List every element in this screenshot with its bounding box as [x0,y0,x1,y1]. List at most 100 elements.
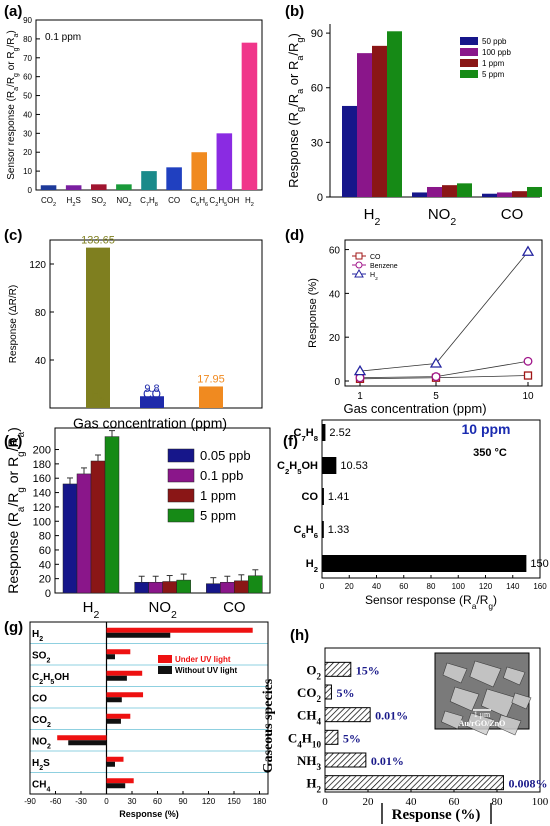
panel-a-xtick-label: CO [168,196,180,205]
panel-f-value-label: 1.41 [328,491,349,503]
panel-f-xtick-label: 40 [372,582,381,591]
panel-h-sem-flake [449,686,480,712]
panel-e-bar [220,581,235,594]
panel-f-annotation: 350 °C [473,447,507,459]
panel-g-bar [106,670,143,676]
panel-a-labels: (a) 0.1 ppm [4,3,81,43]
panel-g-bar [106,654,115,660]
panel-d-xtick-label: 1 [357,391,363,402]
panel-b-bar [457,183,472,197]
panel-a-ylabel: Sensor response (Ra/Rg or Rg/Ra) [6,30,20,180]
panel-d-tag: (d) [285,227,304,244]
panel-d-ytick-label: 0 [334,377,340,388]
panel-b-bar [387,31,402,197]
panel-e-legend-swatch [167,488,195,503]
panel-h-value-label: 5% [336,686,354,700]
panel-a-xtick-label: H2 [245,196,254,208]
panel-b-bar [482,193,497,197]
panel-e-legend-swatch [167,468,195,483]
panel-h-value-label: 0.008% [508,777,547,791]
panel-e-bar [176,579,191,594]
panel-h-xlabel: Response (%) [392,807,481,823]
panel-d: 0 20 40 60 1 5 10 CO Benzene H2 Response (%) [307,239,543,402]
panel-a-bar [116,184,132,190]
panel-g-frame [29,621,269,795]
panel-a-ytick-label: 30 [23,129,32,138]
panel-e-legend-swatch [167,508,195,523]
panel-a-ytick-label: 10 [23,167,32,176]
panel-f-title: 10 ppm [461,421,510,437]
panel-h-xtick-label: 40 [406,796,418,808]
panel-h-ylabel: Gaseous species [261,678,276,773]
panel-c-value-label: 9.8 [144,383,159,395]
panel-b: 0 30 60 90 H2 NO2 CO 50 ppb 100 ppb 1 ppm 5 ppm Res… [286,24,542,228]
panel-d-series-line [359,360,529,379]
panel-b-ytick-label: 90 [311,28,323,40]
panel-h-value-label: 5% [343,731,361,745]
panel-h-ytick-label: O2 [306,662,321,681]
panel-g-ytick-label: C2H5OH [32,672,69,686]
panel-g-ytick-label: H2 [32,629,43,643]
panel-g-bar [106,692,144,698]
panel-d-legend-marker [355,252,363,260]
panel-g-legend-swatch [158,666,172,674]
panel-h-sem-flake [466,712,494,736]
panel-a-bar [241,42,258,190]
panel-h-ytick-label: CO2 [297,685,322,704]
panel-h-bar [324,775,504,791]
panel-h-labels: (h) [290,627,309,644]
panel-h-xtick-label: 100 [532,796,549,808]
panel-h-bar [324,707,371,723]
panel-g-ytick-label: CH4 [32,779,50,793]
panel-c-xtick-label: CO [143,387,161,401]
panel-a-xtick-label: C6H6 [190,196,208,208]
panel-d-xlabel: Gas concentration (ppm) [343,401,486,416]
panel-e-bar [90,460,106,594]
panel-e-legend-label: 0.1 ppb [200,468,243,483]
panel-c-ylabel: Response (ΔR/R) [8,285,19,363]
panel-a-ytick-label: 90 [23,16,32,25]
panel-b-bar [427,186,442,197]
panel-d-point [429,357,443,368]
panel-f-xtick-label: 80 [427,582,436,591]
panel-g-bar [68,740,107,746]
panel-h-sem-flake [503,666,526,686]
panel-c-bar [199,386,223,408]
panel-a-ytick-label: 0 [28,186,33,195]
panel-b-bar [342,105,357,197]
panel-e-bar [248,575,263,594]
panel-g-ytick-label: CO2 [32,715,51,729]
panel-h-tag: (h) [290,627,309,644]
panel-f-labels: (f) 10 ppm 350 °C [283,421,511,459]
panel-a-ytick-label: 70 [23,54,32,63]
panel-g-xtick-label: 120 [202,797,216,806]
panel-a-ytick-label: 60 [23,73,32,82]
panel-e-legend-label: 0.05 ppb [200,448,251,463]
panel-g-tag: (g) [4,619,23,636]
panel-a-xtick-label: C2H5OH [209,196,239,208]
panel-g: -90 -60 -30 0 30 60 90 120 150 180 H2 SO2 C2H5OH CO CO… [24,621,269,819]
panel-a-xtick-label: SO2 [91,196,106,208]
panel-g-bar [106,675,127,681]
panel-h-bar [324,729,339,745]
panel-f-xtick-label: 60 [399,582,408,591]
panel-e-ytick-label: 40 [39,559,51,571]
panel-f: 0 20 40 60 80 100 120 140 160 C7H8 2.52 C2H5OH 10.53… [277,419,549,611]
panel-e-ytick-label: 60 [39,545,51,557]
panel-b-ytick-label: 0 [317,192,323,204]
panel-d-ytick-label: 60 [329,246,341,257]
panel-f-ytick-label: CO [302,491,319,503]
panel-b-xtick-label: CO [501,206,524,223]
panel-h-xtick-label: 20 [363,796,375,808]
panel-e-legend-swatch [167,448,195,463]
panel-h-sem-flake [441,710,464,730]
panel-h-ytick-label: NH3 [297,753,322,772]
panel-d-ytick-label: 20 [329,333,341,344]
panel-b-bar [512,191,527,197]
panel-c-ytick-label: 120 [29,260,46,271]
panel-e-ytick-label: 200 [33,445,51,457]
panel-h-bar [324,752,367,768]
panel-h-ytick-label: CH4 [297,708,322,727]
panel-g-xtick-label: 180 [253,797,267,806]
panel-e-ylabel: Response (Ra/Rg or Rg/Ra) [5,427,27,594]
